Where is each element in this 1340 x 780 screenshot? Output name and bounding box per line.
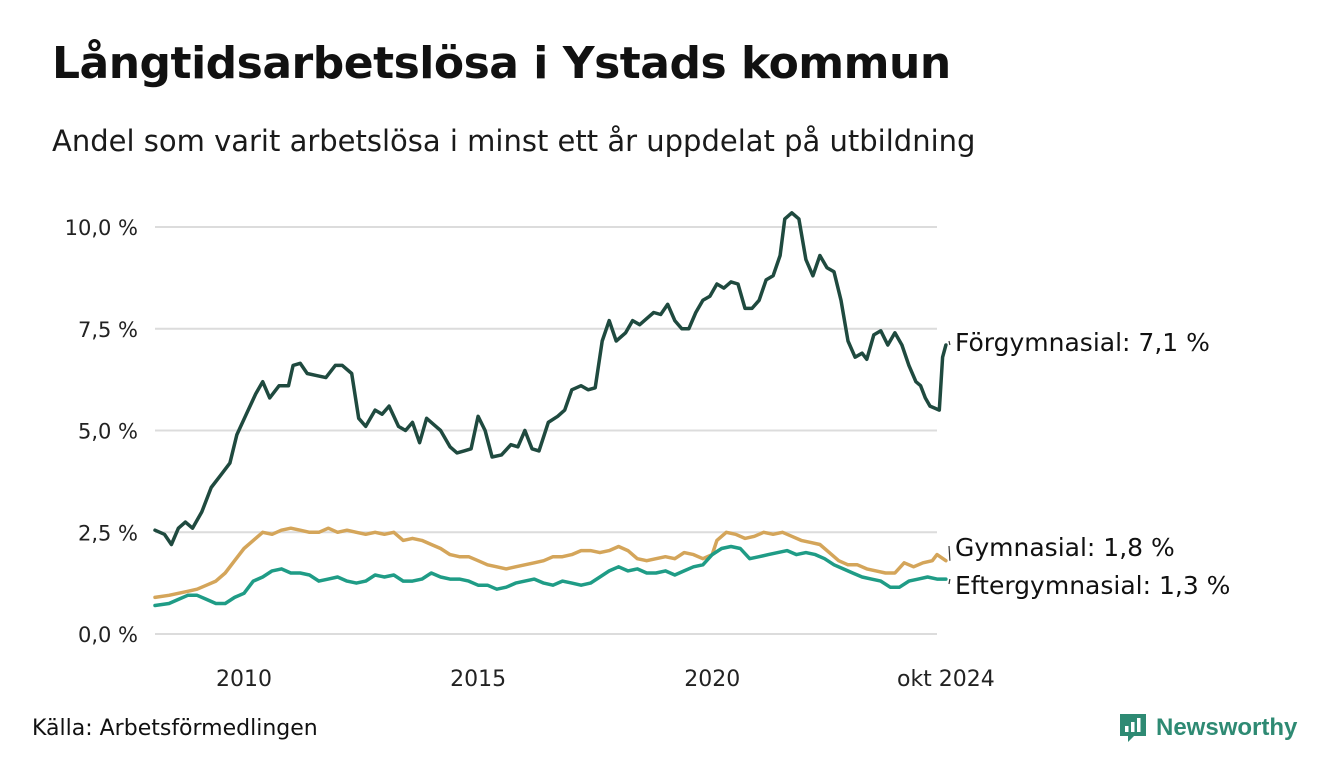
brand-name: Newsworthy — [1156, 714, 1298, 741]
y-tick-label: 5,0 % — [78, 420, 138, 444]
x-tick-label: 2015 — [450, 667, 506, 692]
y-axis-ticks: 0,0 % 2,5 % 5,0 % 7,5 % 10,0 % — [65, 216, 138, 647]
y-tick-label: 2,5 % — [78, 521, 138, 545]
x-tick-label: 2010 — [216, 667, 272, 692]
series-end-label-gymnasial: Gymnasial: 1,8 % — [955, 533, 1175, 562]
series-line-gymnasial — [153, 526, 948, 600]
x-axis-ticks: 2010 2015 2020 okt 2024 — [216, 667, 995, 692]
source-note: Källa: Arbetsförmedlingen — [32, 716, 318, 741]
x-tick-label: 2020 — [684, 667, 740, 692]
series-end-labels: Förgymnasial: 7,1 % Gymnasial: 1,8 % Efter… — [948, 328, 1230, 600]
y-tick-label: 7,5 % — [78, 318, 138, 342]
y-tick-label: 0,0 % — [78, 623, 138, 647]
chart-title: Långtidsarbetslösa i Ystads kommun — [52, 38, 951, 89]
series-line-forgymnasial — [153, 211, 948, 547]
label-connector — [948, 340, 951, 346]
series-line-eftergymnasial — [153, 544, 948, 608]
label-connector — [948, 545, 951, 561]
series-end-label-forgymnasial: Förgymnasial: 7,1 % — [955, 328, 1210, 357]
newsworthy-logo: Newsworthy — [1118, 712, 1297, 744]
series-lines — [153, 211, 948, 608]
newsworthy-icon — [1120, 714, 1146, 742]
y-tick-label: 10,0 % — [65, 216, 138, 240]
x-end-label: okt 2024 — [897, 667, 995, 692]
chart-subtitle: Andel som varit arbetslösa i minst ett å… — [52, 124, 976, 158]
series-end-label-eftergymnasial: Eftergymnasial: 1,3 % — [955, 571, 1230, 600]
label-connector — [948, 578, 951, 585]
